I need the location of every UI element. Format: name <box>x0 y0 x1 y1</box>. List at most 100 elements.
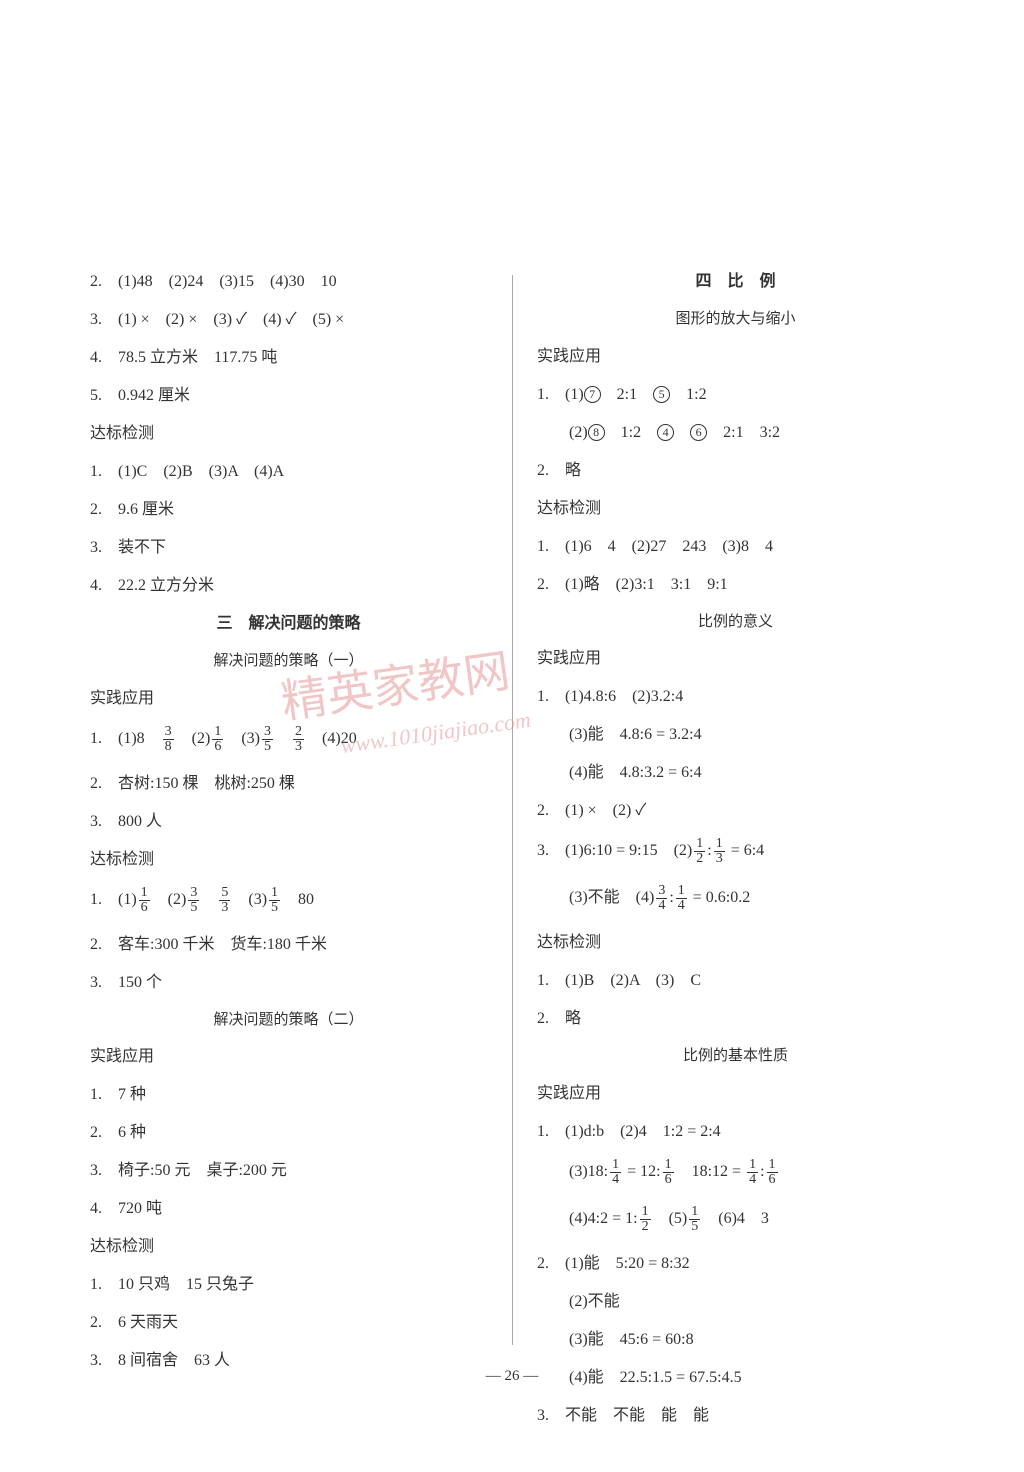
fraction: 14 <box>610 1158 621 1187</box>
text: (3) <box>232 891 267 908</box>
answer-line: 2. 杏树:150 棵 桃树:250 棵 <box>90 772 487 796</box>
circled-number: 7 <box>584 386 601 403</box>
section-header: 达标检测 <box>90 1235 487 1259</box>
answer-line: (3)能 4.8:6 = 3.2:4 <box>537 723 934 747</box>
section-header: 达标检测 <box>90 848 487 872</box>
answer-line: 2. 客车:300 千米 货车:180 千米 <box>90 933 487 957</box>
answer-line: 1. 10 只鸡 15 只兔子 <box>90 1273 487 1297</box>
text: 3. (1)6:10 = 9:15 (2) <box>537 842 692 859</box>
text: : <box>707 842 711 859</box>
fraction: 15 <box>689 1205 700 1234</box>
answer-line: 2. 6 天雨天 <box>90 1311 487 1335</box>
text: 1:2 <box>670 386 706 403</box>
text: : <box>669 889 673 906</box>
fraction: 15 <box>269 886 280 915</box>
text: (3)18: <box>537 1163 608 1180</box>
answer-line: 2. (1)能 5:20 = 8:32 <box>537 1252 934 1276</box>
text: = 6:4 <box>727 842 764 859</box>
text: 1. (1) <box>537 386 584 403</box>
answer-line: (3)能 45:6 = 60:8 <box>537 1328 934 1352</box>
answer-line-circled: (2)8 1:2 4 6 2:1 3:2 <box>537 421 934 445</box>
answer-line: 3. (1) × (2) × (3) ✓ (4) ✓ (5) × <box>90 308 487 332</box>
fraction: 12 <box>640 1205 651 1234</box>
circled-number: 6 <box>690 424 707 441</box>
text: = 12: <box>623 1163 660 1180</box>
answer-line: 4. 22.2 立方分米 <box>90 574 487 598</box>
text: 1:2 <box>605 424 657 441</box>
text: (3) <box>225 730 260 747</box>
text <box>275 730 291 747</box>
fraction: 14 <box>676 884 687 913</box>
text: (2) <box>176 730 211 747</box>
sub-title: 比例的基本性质 <box>537 1045 934 1068</box>
fraction: 35 <box>262 725 273 754</box>
text: 2:1 <box>601 386 653 403</box>
answer-line: 2. 6 种 <box>90 1121 487 1145</box>
sub-title: 图形的放大与缩小 <box>537 308 934 331</box>
text: : <box>760 1163 764 1180</box>
left-column: 2. (1)48 (2)24 (3)15 (4)30 10 3. (1) × (… <box>90 270 512 1442</box>
section-header: 达标检测 <box>537 931 934 955</box>
answer-line: 1. (1)6 4 (2)27 243 (3)8 4 <box>537 535 934 559</box>
text: (4)20 <box>306 730 357 747</box>
answer-line: 4. 720 吨 <box>90 1197 487 1221</box>
text: 2:1 3:2 <box>707 424 780 441</box>
answer-line-circled: 1. (1)7 2:1 5 1:2 <box>537 383 934 407</box>
answer-line: 2. (1)48 (2)24 (3)15 (4)30 10 <box>90 270 487 294</box>
section-header: 达标检测 <box>537 497 934 521</box>
answer-line: 1. (1)C (2)B (3)A (4)A <box>90 460 487 484</box>
answer-line: 2. 略 <box>537 1007 934 1031</box>
answer-line: 2. (1) × (2) ✓ <box>537 799 934 823</box>
section-header: 实践应用 <box>90 1045 487 1069</box>
answer-line: (2)不能 <box>537 1290 934 1314</box>
answer-line: 3. 800 人 <box>90 810 487 834</box>
sub-title: 解决问题的策略（二） <box>90 1009 487 1032</box>
answer-line: 4. 78.5 立方米 117.75 吨 <box>90 346 487 370</box>
fraction: 14 <box>747 1158 758 1187</box>
text: (4)4:2 = 1: <box>537 1210 638 1227</box>
answer-line: 1. 7 种 <box>90 1083 487 1107</box>
section-header: 实践应用 <box>537 1082 934 1106</box>
section-title: 四 比 例 <box>537 270 934 294</box>
section-header: 实践应用 <box>537 345 934 369</box>
text: 18:12 = <box>676 1163 745 1180</box>
answer-line: 1. (1)4.8:6 (2)3.2:4 <box>537 685 934 709</box>
fraction: 38 <box>163 725 174 754</box>
circled-number: 8 <box>588 424 605 441</box>
text: 1. (1) <box>90 891 137 908</box>
text <box>674 424 690 441</box>
page-content: 2. (1)48 (2)24 (3)15 (4)30 10 3. (1) × (… <box>0 0 1024 1472</box>
answer-line: 3. 150 个 <box>90 971 487 995</box>
right-column: 四 比 例 图形的放大与缩小 实践应用 1. (1)7 2:1 5 1:2 (2… <box>512 270 934 1442</box>
answer-line: 2. 略 <box>537 459 934 483</box>
answer-line-fractions: (3)18:14 = 12:16 18:12 = 14:16 <box>537 1158 934 1187</box>
answer-line: 3. 不能 不能 能 能 <box>537 1404 934 1428</box>
circled-number: 5 <box>653 386 670 403</box>
answer-line-fractions: 3. (1)6:10 = 9:15 (2)12:13 = 6:4 <box>537 837 934 866</box>
answer-line: (4)能 4.8:3.2 = 6:4 <box>537 761 934 785</box>
fraction: 53 <box>219 886 230 915</box>
text: 1. (1)8 <box>90 730 161 747</box>
fraction: 13 <box>714 837 725 866</box>
section-header: 达标检测 <box>90 422 487 446</box>
text: 80 <box>282 891 314 908</box>
answer-line: 1. (1)B (2)A (3) C <box>537 969 934 993</box>
answer-line: 5. 0.942 厘米 <box>90 384 487 408</box>
text <box>201 891 217 908</box>
answer-line-fractions: (3)不能 (4)34:14 = 0.6:0.2 <box>537 884 934 913</box>
answer-line-fractions: 1. (1)16 (2)35 53 (3)15 80 <box>90 886 487 915</box>
fraction: 12 <box>694 837 705 866</box>
answer-line-fractions: (4)4:2 = 1:12 (5)15 (6)4 3 <box>537 1205 934 1234</box>
answer-line: 1. (1)d:b (2)4 1:2 = 2:4 <box>537 1120 934 1144</box>
fraction: 34 <box>656 884 667 913</box>
fraction: 35 <box>188 886 199 915</box>
page-number: — 26 — <box>0 1368 1024 1385</box>
answer-line: 3. 椅子:50 元 桌子:200 元 <box>90 1159 487 1183</box>
text: = 0.6:0.2 <box>689 889 750 906</box>
text: (5) <box>653 1210 688 1227</box>
text: (3)不能 (4) <box>537 889 654 906</box>
fraction: 16 <box>139 886 150 915</box>
circled-number: 4 <box>657 424 674 441</box>
section-header: 实践应用 <box>537 647 934 671</box>
answer-line: 2. 9.6 厘米 <box>90 498 487 522</box>
